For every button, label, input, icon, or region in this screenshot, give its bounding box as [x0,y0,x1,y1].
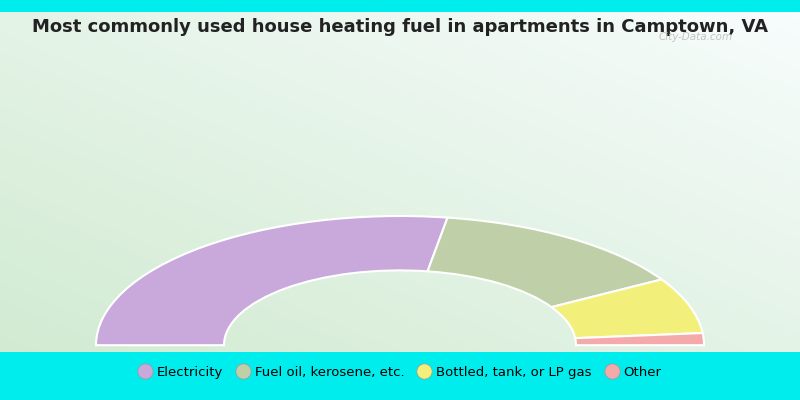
Wedge shape [96,216,447,345]
Wedge shape [575,333,704,345]
Wedge shape [427,218,662,307]
Legend: Electricity, Fuel oil, kerosene, etc., Bottled, tank, or LP gas, Other: Electricity, Fuel oil, kerosene, etc., B… [138,365,662,379]
Text: City-Data.com: City-Data.com [659,32,733,42]
Text: Most commonly used house heating fuel in apartments in Camptown, VA: Most commonly used house heating fuel in… [32,18,768,36]
Wedge shape [551,280,702,338]
